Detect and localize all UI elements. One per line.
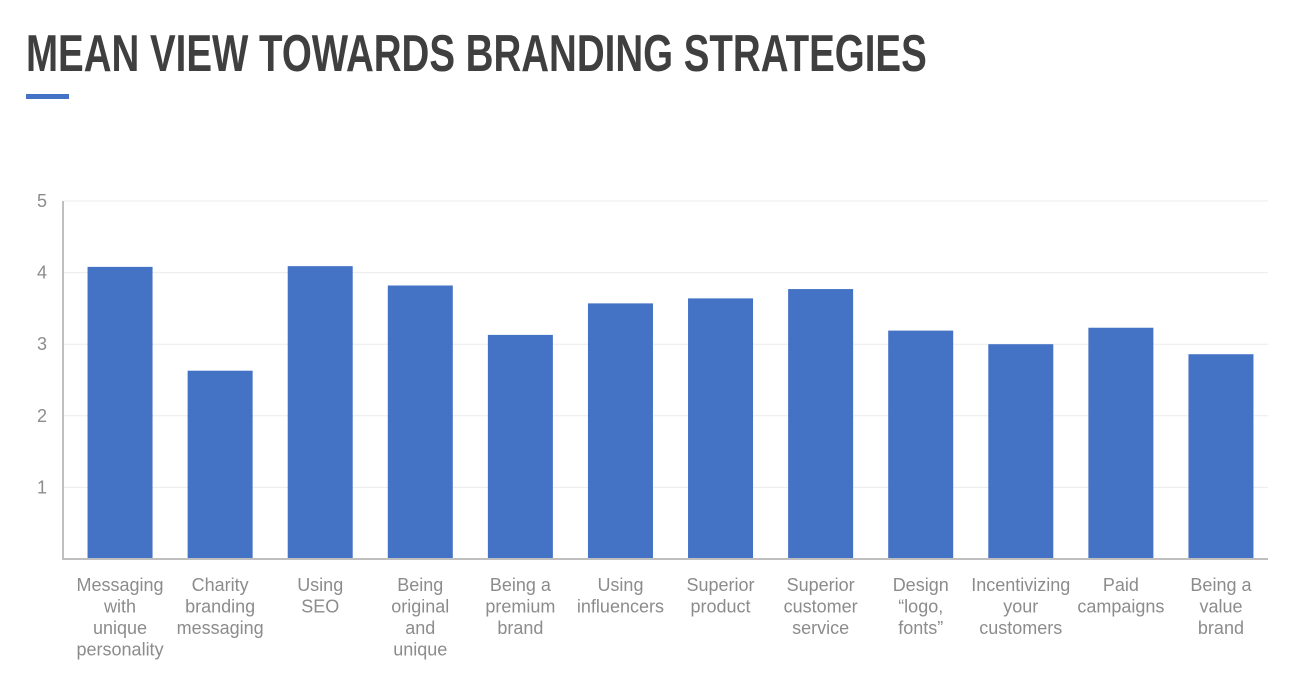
x-category-label-line: fonts”: [898, 618, 943, 638]
x-category-label-line: Design: [893, 575, 949, 595]
bar: [1188, 354, 1254, 559]
axes: [62, 201, 1268, 560]
x-category-label-line: influencers: [577, 597, 664, 617]
y-tick-label: 4: [37, 263, 47, 283]
x-category-label: Messaging with unique personality: [77, 575, 164, 660]
x-category-label-line: Paid: [1103, 575, 1139, 595]
y-tick-label: 1: [37, 477, 47, 497]
x-category-label-line: unique: [393, 640, 447, 660]
y-tick-label: 2: [37, 406, 47, 426]
x-category-label: Using influencers: [577, 575, 664, 617]
bar: [387, 285, 453, 559]
x-category-label-line: Superior: [787, 575, 855, 595]
bar: [688, 298, 754, 559]
x-category-label: Paid campaigns: [1077, 575, 1164, 617]
x-category-label-line: Using: [597, 575, 643, 595]
x-category-label-line: Superior: [687, 575, 755, 595]
x-category-label: Design “logo, fonts”: [893, 575, 949, 638]
x-category-label-line: your: [1003, 597, 1038, 617]
x-category-label-line: brand: [497, 618, 543, 638]
x-category-label-line: branding: [185, 597, 255, 617]
x-category-label-line: customer: [784, 597, 858, 617]
x-category-label-line: Using: [297, 575, 343, 595]
bar: [988, 344, 1054, 559]
gridlines: [63, 200, 1268, 488]
x-category-label: Incentivizing your customers: [971, 575, 1070, 638]
x-category-label-line: Being: [397, 575, 443, 595]
x-category-label-line: and: [405, 618, 435, 638]
x-category-label-line: Being a: [1190, 575, 1252, 595]
x-category-label-line: campaigns: [1077, 597, 1164, 617]
x-category-label-line: service: [792, 618, 849, 638]
title-accent-bar: [26, 94, 69, 99]
bar: [1088, 327, 1154, 559]
y-tick-labels: 1 2 3 4 5: [37, 191, 47, 497]
bar: [888, 330, 954, 559]
bar: [788, 289, 854, 559]
x-category-label-line: unique: [93, 618, 147, 638]
x-category-label-line: Messaging: [77, 575, 164, 595]
x-category-label-line: “logo,: [898, 597, 943, 617]
bars: [87, 266, 1254, 559]
page-title: MEAN VIEW TOWARDS BRANDING STRATEGIES: [26, 25, 927, 83]
x-category-label-line: Incentivizing: [971, 575, 1070, 595]
x-category-label-line: SEO: [301, 597, 339, 617]
y-tick-label: 3: [37, 334, 47, 354]
x-category-label-line: premium: [485, 597, 555, 617]
x-category-label-line: Charity: [192, 575, 249, 595]
bar: [187, 370, 253, 559]
x-category-label-line: Being a: [490, 575, 552, 595]
x-category-label-line: product: [691, 597, 751, 617]
bar: [87, 266, 153, 559]
x-category-label: Being a premium brand: [485, 575, 555, 638]
x-category-label-line: customers: [979, 618, 1062, 638]
x-category-label-line: with: [103, 597, 136, 617]
bar: [287, 266, 353, 559]
bar: [487, 334, 553, 559]
y-tick-label: 5: [37, 191, 47, 211]
x-category-label: Charity branding messaging: [177, 575, 264, 638]
x-category-label: Being original and unique: [391, 575, 449, 660]
x-category-label-line: brand: [1198, 618, 1244, 638]
bar: [587, 303, 653, 559]
x-category-label: Superior product: [687, 575, 755, 617]
x-category-label: Being a value brand: [1190, 575, 1252, 638]
x-category-label-line: messaging: [177, 618, 264, 638]
x-category-label: Using SEO: [297, 575, 343, 617]
x-category-label-line: original: [391, 597, 449, 617]
x-category-label: Superior customer service: [784, 575, 858, 638]
x-category-label-line: value: [1199, 597, 1242, 617]
x-category-label-line: personality: [77, 640, 164, 660]
